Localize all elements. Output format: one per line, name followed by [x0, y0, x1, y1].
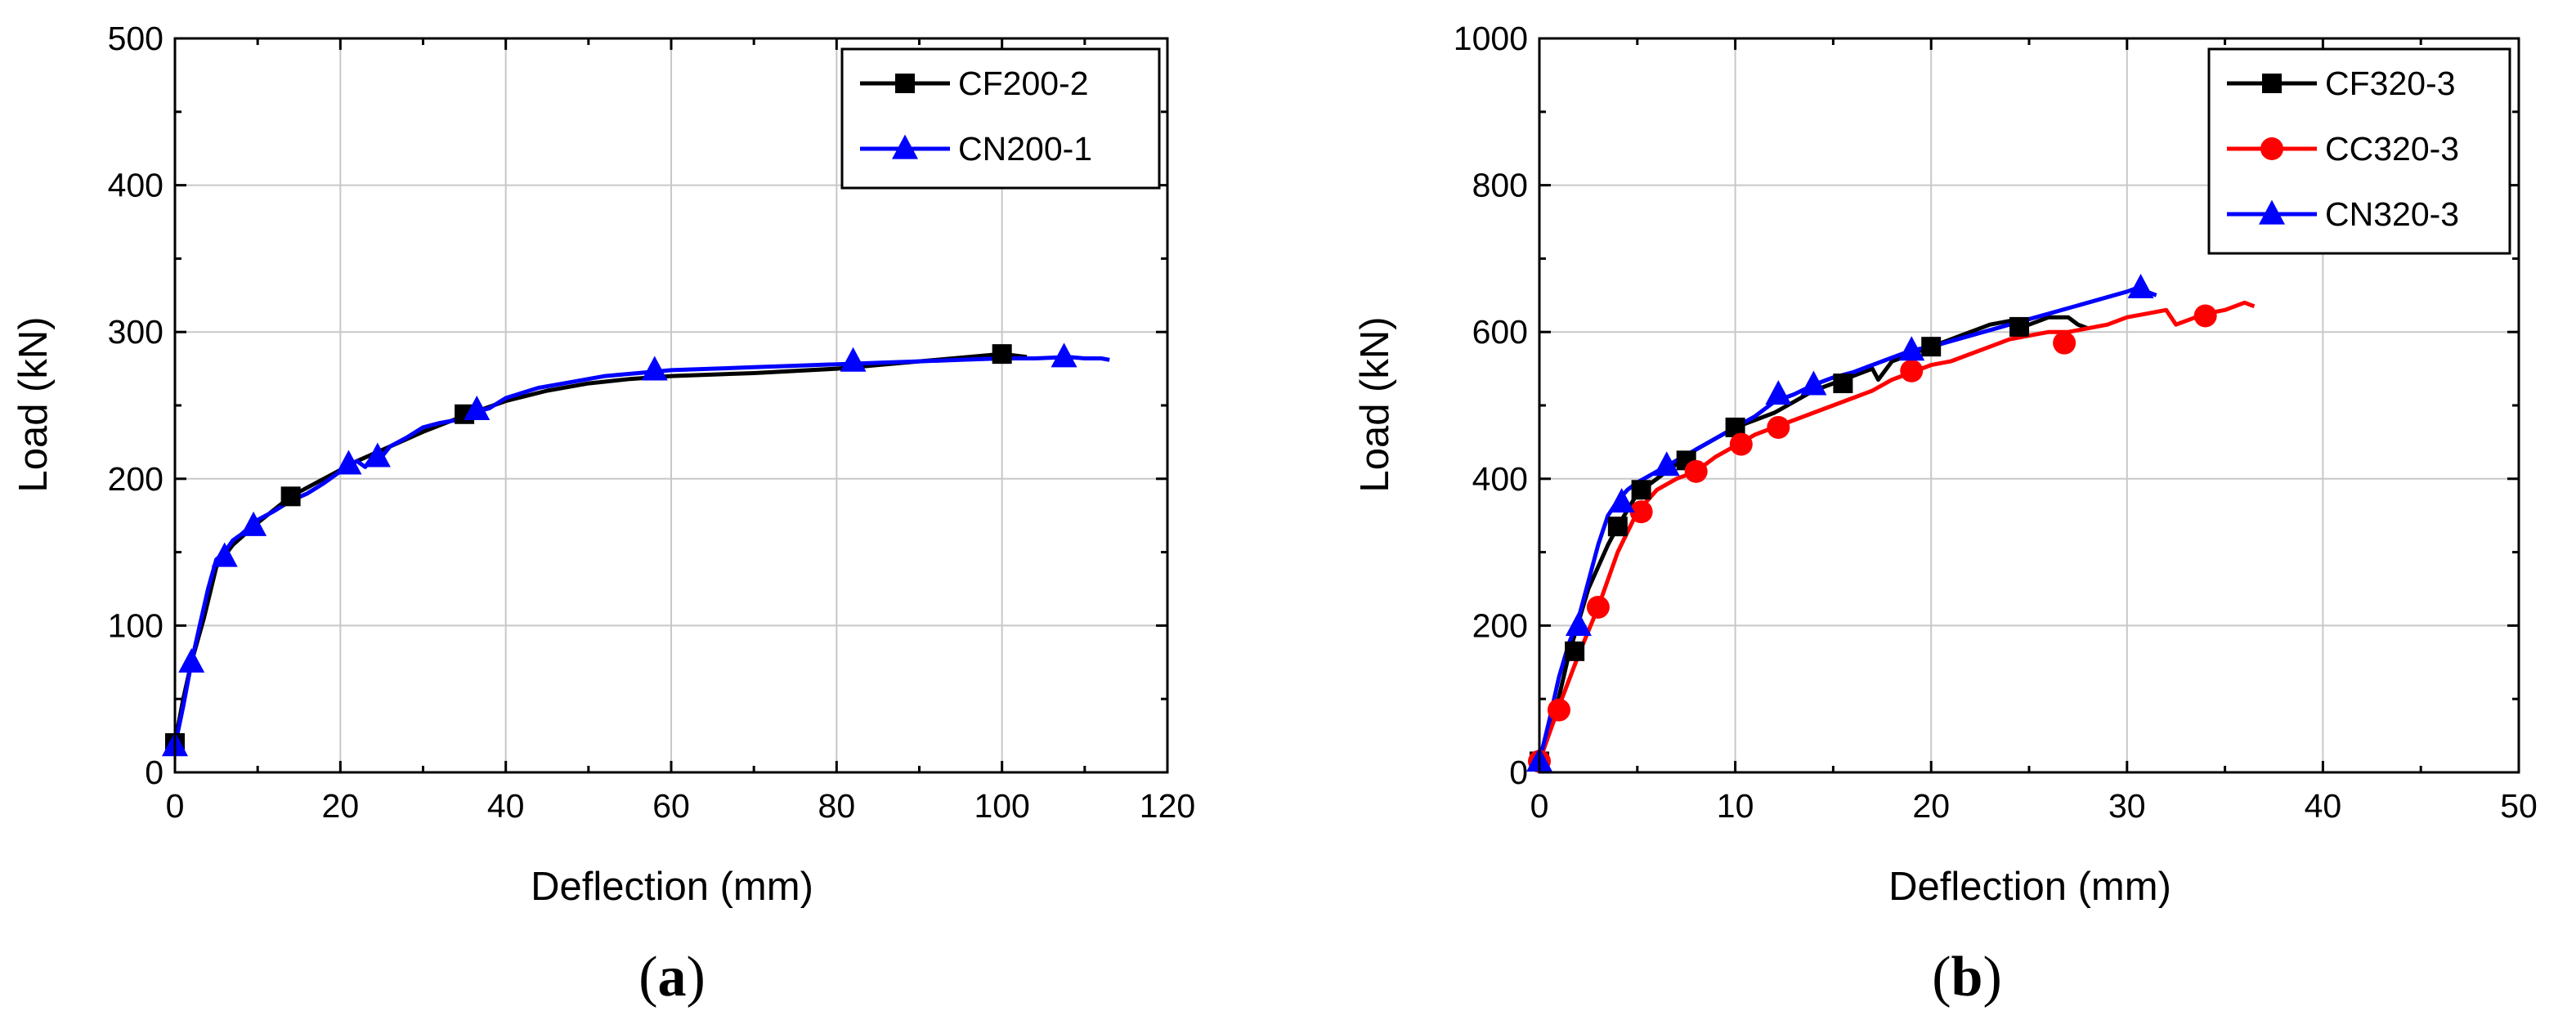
- panel-b-x-tick-label: 20: [1912, 787, 1950, 825]
- panel-b-y-tick-label: 400: [1472, 460, 1528, 498]
- panel-b-y-tick-label: 0: [1509, 754, 1528, 791]
- panel-b-y-tick-label: 200: [1472, 606, 1528, 644]
- panel-b-y-tick-label: 1000: [1454, 20, 1528, 57]
- panel-b-x-tick-label: 40: [2305, 787, 2342, 825]
- panel-a-legend-marker-CF200-2: [895, 74, 915, 93]
- panel-a-lines: [172, 351, 1110, 747]
- panel-a-marker-CF200-2-3: [992, 344, 1012, 365]
- panel-b-marker-CF320-3-6: [1833, 374, 1853, 394]
- panel-a-legend: CF200-2 CN200-1: [840, 47, 1161, 190]
- panel-a-marker-CN200-1-3: [240, 511, 267, 536]
- panel-b-y-tick-label: 600: [1472, 313, 1528, 351]
- panel-a-x-tick-label: 100: [974, 787, 1029, 825]
- panel-a-marker-CN200-1-9: [1051, 342, 1077, 368]
- panel-a-marker-CN200-1-5: [364, 442, 391, 468]
- panel-b-marker-CF320-3-7: [1921, 337, 1942, 357]
- panel-b-marker-CF320-3-2: [1607, 517, 1628, 537]
- panel-b-marker-CN320-3-3: [1653, 451, 1680, 476]
- panel-b-series-line-CC320-3: [1537, 300, 2256, 763]
- panel-a-y-tick-label: 400: [108, 167, 164, 204]
- panel-a-y-tick-label: 200: [108, 460, 164, 498]
- panel-a-x-tick-label: 0: [166, 787, 185, 825]
- panel-a-series-line-CN200-1: [172, 355, 1110, 747]
- panel-a-tick-labels: 0 20 40 60 80 100 120 0 100 200 300 400 500: [108, 20, 1196, 825]
- panel-b-legend-marker-CN320-3: [2259, 199, 2285, 225]
- panel-a: 0 20 40 60 80 100 120 0 100 200 300 400 500 Deflecti…: [11, 20, 1195, 1009]
- panel-a-y-tick-label: 300: [108, 313, 164, 351]
- panel-a-x-tick-label: 20: [322, 787, 360, 825]
- panel-b-caption-letter: b: [1951, 946, 1983, 1009]
- panel-b-x-tick-label: 0: [1530, 787, 1549, 825]
- panel-a-y-tick-label: 100: [108, 606, 164, 644]
- panel-b: 0 10 20 30 40 50 0 200 400 600 800 1000 Deflection …: [1353, 20, 2538, 1009]
- panel-b-y-tick-label: 800: [1472, 167, 1528, 204]
- panel-b-marker-CF320-3-1: [1565, 641, 1585, 661]
- panel-b-x-axis-title: Deflection (mm): [1888, 865, 2171, 909]
- panel-a-x-tick-label: 40: [487, 787, 525, 825]
- panel-b-caption: (b): [1932, 946, 2002, 1009]
- panel-b-marker-CF320-3-3: [1631, 480, 1651, 500]
- panel-a-y-tick-label: 500: [108, 20, 164, 57]
- panel-b-marker-CF320-3-8: [2009, 316, 2030, 337]
- panel-a-legend-label-CF200-2: CF200-2: [958, 65, 1089, 102]
- panel-a-legend-label-CN200-1: CN200-1: [958, 130, 1092, 168]
- panel-b-marker-CN320-3-5: [1800, 370, 1827, 396]
- panel-a-caption-letter: a: [658, 946, 687, 1009]
- panel-a-legend-box: [840, 47, 1161, 190]
- panel-b-marker-CC320-3-3: [1629, 500, 1653, 524]
- panel-b-legend: CF320-3 CC320-3 CN320-3: [2207, 47, 2511, 255]
- panel-b-x-tick-label: 50: [2500, 787, 2538, 825]
- panel-b-marker-CC320-3-5: [1729, 432, 1753, 456]
- panel-b-x-tick-label: 10: [1717, 787, 1754, 825]
- panel-b-legend-label-CF320-3: CF320-3: [2325, 65, 2456, 102]
- panel-a-marker-CN200-1-8: [840, 347, 867, 372]
- panel-a-x-tick-label: 120: [1140, 787, 1195, 825]
- panel-a-marker-CN200-1-6: [464, 396, 491, 420]
- panel-a-y-axis-title: Load (kN): [11, 316, 56, 492]
- panel-b-marker-CN320-3-1: [1565, 611, 1592, 636]
- panel-b-marker-CN320-3-2: [1608, 488, 1635, 513]
- panel-b-marker-CC320-3-6: [1767, 415, 1790, 439]
- panel-b-legend-label-CC320-3: CC320-3: [2325, 130, 2459, 168]
- panel-b-legend-label-CN320-3: CN320-3: [2325, 195, 2459, 233]
- panel-a-marker-CN200-1-4: [335, 450, 362, 475]
- panel-a-marker-CN200-1-7: [641, 356, 668, 381]
- panel-b-marker-CC320-3-9: [2193, 304, 2217, 328]
- panel-b-marker-CN320-3-6: [1898, 336, 1925, 361]
- panel-a-marker-CN200-1-2: [211, 542, 238, 567]
- panel-a-markers: [162, 342, 1077, 757]
- panel-b-marker-CN320-3-4: [1765, 380, 1792, 405]
- panel-b-tick-labels: 0 10 20 30 40 50 0 200 400 600 800 1000: [1454, 20, 2538, 825]
- panel-a-x-tick-label: 80: [818, 787, 856, 825]
- panel-b-lines: [1537, 285, 2256, 763]
- panel-a-legend-marker-CN200-1: [892, 134, 918, 159]
- panel-a-marker-CN200-1-1: [178, 647, 205, 673]
- panel-b-x-tick-label: 30: [2108, 787, 2146, 825]
- panel-a-x-tick-label: 60: [652, 787, 690, 825]
- panel-b-marker-CC320-3-4: [1684, 459, 1708, 483]
- panel-a-ticks: [173, 37, 1169, 774]
- panel-b-y-axis-title: Load (kN): [1353, 316, 1397, 492]
- panel-b-marker-CN320-3-7: [2127, 273, 2154, 298]
- panel-a-y-tick-label: 0: [145, 754, 164, 791]
- panel-a-x-axis-title: Deflection (mm): [531, 865, 813, 909]
- panel-b-marker-CC320-3-8: [2053, 331, 2076, 355]
- panel-b-marker-CC320-3-7: [1900, 359, 1924, 382]
- panel-b-markers: [1526, 273, 2217, 773]
- panel-a-marker-CF200-2-1: [280, 486, 301, 507]
- panel-b-legend-marker-CC320-3: [2260, 137, 2283, 160]
- panel-a-caption: (a): [638, 946, 706, 1009]
- panel-b-legend-marker-CF320-3: [2262, 74, 2282, 93]
- panel-a-series-line-CF200-2: [172, 351, 1028, 744]
- panel-b-marker-CC320-3-2: [1586, 595, 1610, 619]
- panel-b-marker-CC320-3-1: [1547, 698, 1570, 722]
